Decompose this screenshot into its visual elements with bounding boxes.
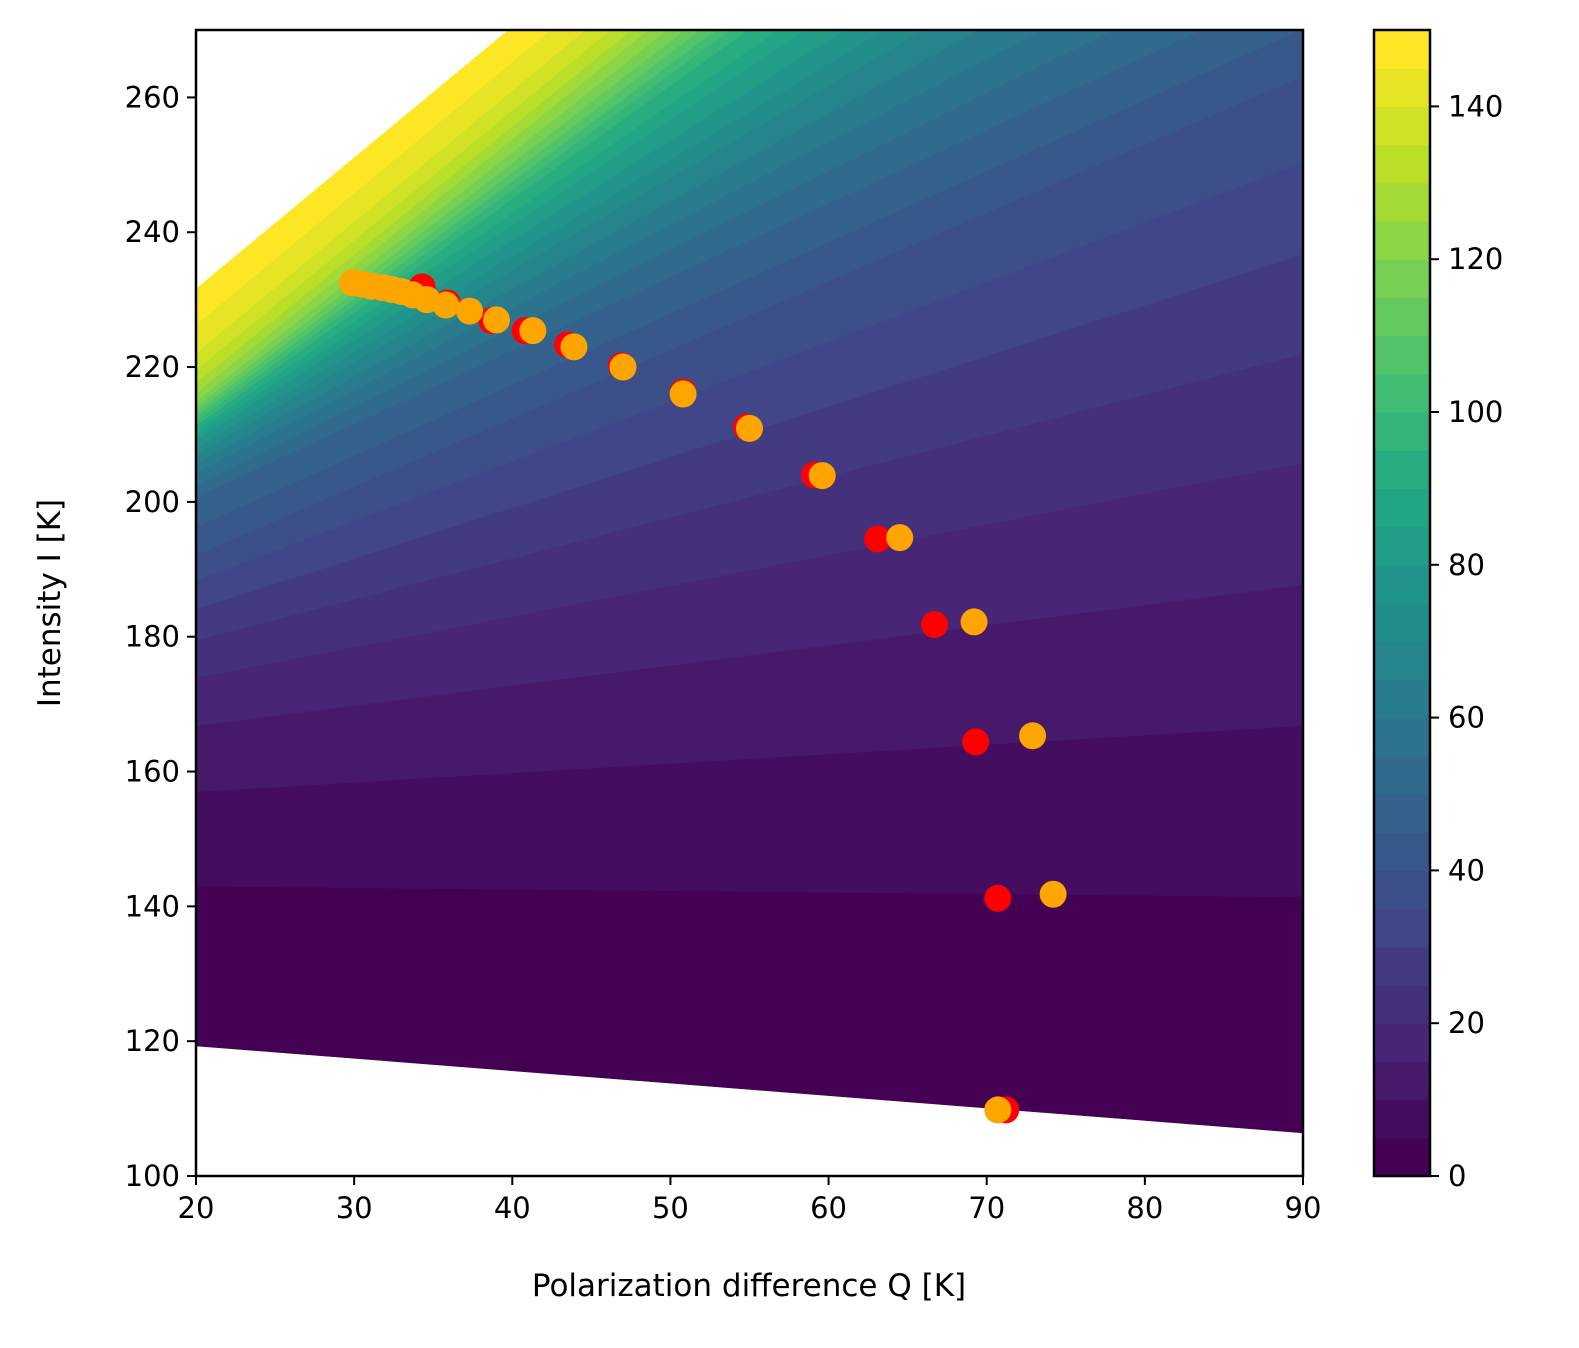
scatter-point-1-18 [960, 608, 988, 636]
colorbar-band [1374, 1023, 1430, 1062]
colorbar-band [1374, 641, 1430, 680]
colorbar-tick-label: 60 [1448, 701, 1485, 735]
colorbar-tick-label: 140 [1448, 89, 1503, 123]
colorbar-band [1374, 144, 1430, 184]
colorbar-band [1374, 755, 1430, 795]
x-tick-label: 50 [652, 1191, 689, 1225]
y-axis: 100 120 140 160 180 200 220 240 260 [125, 80, 196, 1193]
colorbar-band [1374, 259, 1430, 298]
colorbar-tick-label: 20 [1448, 1006, 1485, 1040]
colorbar-band [1374, 221, 1430, 260]
y-tick-label: 260 [125, 80, 180, 114]
scatter-point-1-21 [984, 1096, 1012, 1124]
above-range-region [196, 30, 509, 289]
colorbar-band [1374, 1061, 1430, 1101]
colorbar-band [1374, 564, 1430, 604]
colorbar-band [1374, 603, 1430, 642]
y-tick-label: 240 [125, 215, 180, 249]
colorbar-band [1374, 870, 1430, 910]
colorbar-band [1374, 679, 1430, 719]
x-tick-label: 60 [810, 1191, 847, 1225]
colorbar-band [1374, 985, 1430, 1024]
x-tick-label: 90 [1285, 1191, 1322, 1225]
scatter-point-0-10 [921, 611, 949, 639]
scatter-point-1-17 [886, 524, 914, 552]
x-tick-label: 40 [494, 1191, 531, 1225]
x-tick-label: 70 [968, 1191, 1005, 1225]
colorbar-band [1374, 1099, 1430, 1139]
colorbar-band [1374, 373, 1430, 413]
y-axis-label: Intensity I [K] [32, 499, 68, 707]
y-tick-label: 140 [125, 889, 180, 923]
scatter-point-0-12 [984, 884, 1012, 912]
scatter-point-1-10 [482, 306, 510, 334]
colorbar [1374, 30, 1430, 1177]
y-tick-label: 120 [125, 1024, 180, 1058]
contour-field [196, 30, 1303, 1134]
colorbar-band [1374, 412, 1430, 451]
colorbar-band [1374, 106, 1430, 146]
colorbar-band [1374, 297, 1430, 337]
colorbar-tick-label: 100 [1448, 395, 1503, 429]
colorbar-tick-label: 120 [1448, 242, 1503, 276]
y-tick-label: 180 [125, 620, 180, 654]
colorbar-band [1374, 832, 1430, 871]
colorbar-band [1374, 488, 1430, 528]
y-tick-label: 220 [125, 350, 180, 384]
colorbar-band [1374, 335, 1430, 375]
colorbar-band [1374, 526, 1430, 566]
scatter-point-1-9 [456, 297, 484, 325]
colorbar-band [1374, 946, 1430, 986]
y-tick-label: 160 [125, 755, 180, 789]
y-tick-label: 200 [125, 485, 180, 519]
scatter-point-1-12 [560, 333, 588, 361]
scatter-point-1-19 [1019, 722, 1047, 750]
scatter-point-0-9 [864, 525, 892, 553]
colorbar-tick-label: 0 [1448, 1159, 1466, 1193]
x-axis-label: Polarization difference Q [K] [532, 1268, 966, 1304]
scatter-point-1-11 [519, 317, 547, 345]
colorbar-frame [1372, 28, 1432, 1178]
x-axis: 20 30 40 50 60 70 80 90 [178, 1176, 1322, 1225]
colorbar-band [1374, 794, 1430, 833]
scatter-point-1-8 [432, 291, 460, 319]
y-tick-label: 100 [125, 1159, 180, 1193]
colorbar-band [1374, 182, 1430, 222]
plot-frame [194, 28, 1305, 1178]
scatter-point-1-13 [609, 353, 637, 381]
scatter-point-1-20 [1039, 880, 1067, 908]
colorbar-band [1374, 450, 1430, 489]
colorbar-ticks: 0 20 40 60 80 100 120 140 [1430, 89, 1503, 1193]
colorbar-tick-label: 40 [1448, 853, 1485, 887]
scatter-point-1-14 [669, 380, 697, 408]
colorbar-tick-label: 80 [1448, 548, 1485, 582]
x-tick-label: 30 [336, 1191, 373, 1225]
x-tick-label: 20 [178, 1191, 215, 1225]
colorbar-band [1374, 1137, 1430, 1177]
scatter-point-1-15 [736, 414, 763, 442]
scatter-point-1-16 [808, 462, 836, 490]
colorbar-band [1374, 908, 1430, 948]
colorbar-band [1374, 68, 1430, 107]
scatter-points [339, 269, 1067, 1124]
x-tick-label: 80 [1126, 1191, 1163, 1225]
colorbar-band [1374, 717, 1430, 757]
scatter-point-0-11 [962, 728, 990, 756]
colorbar-band [1374, 30, 1430, 69]
